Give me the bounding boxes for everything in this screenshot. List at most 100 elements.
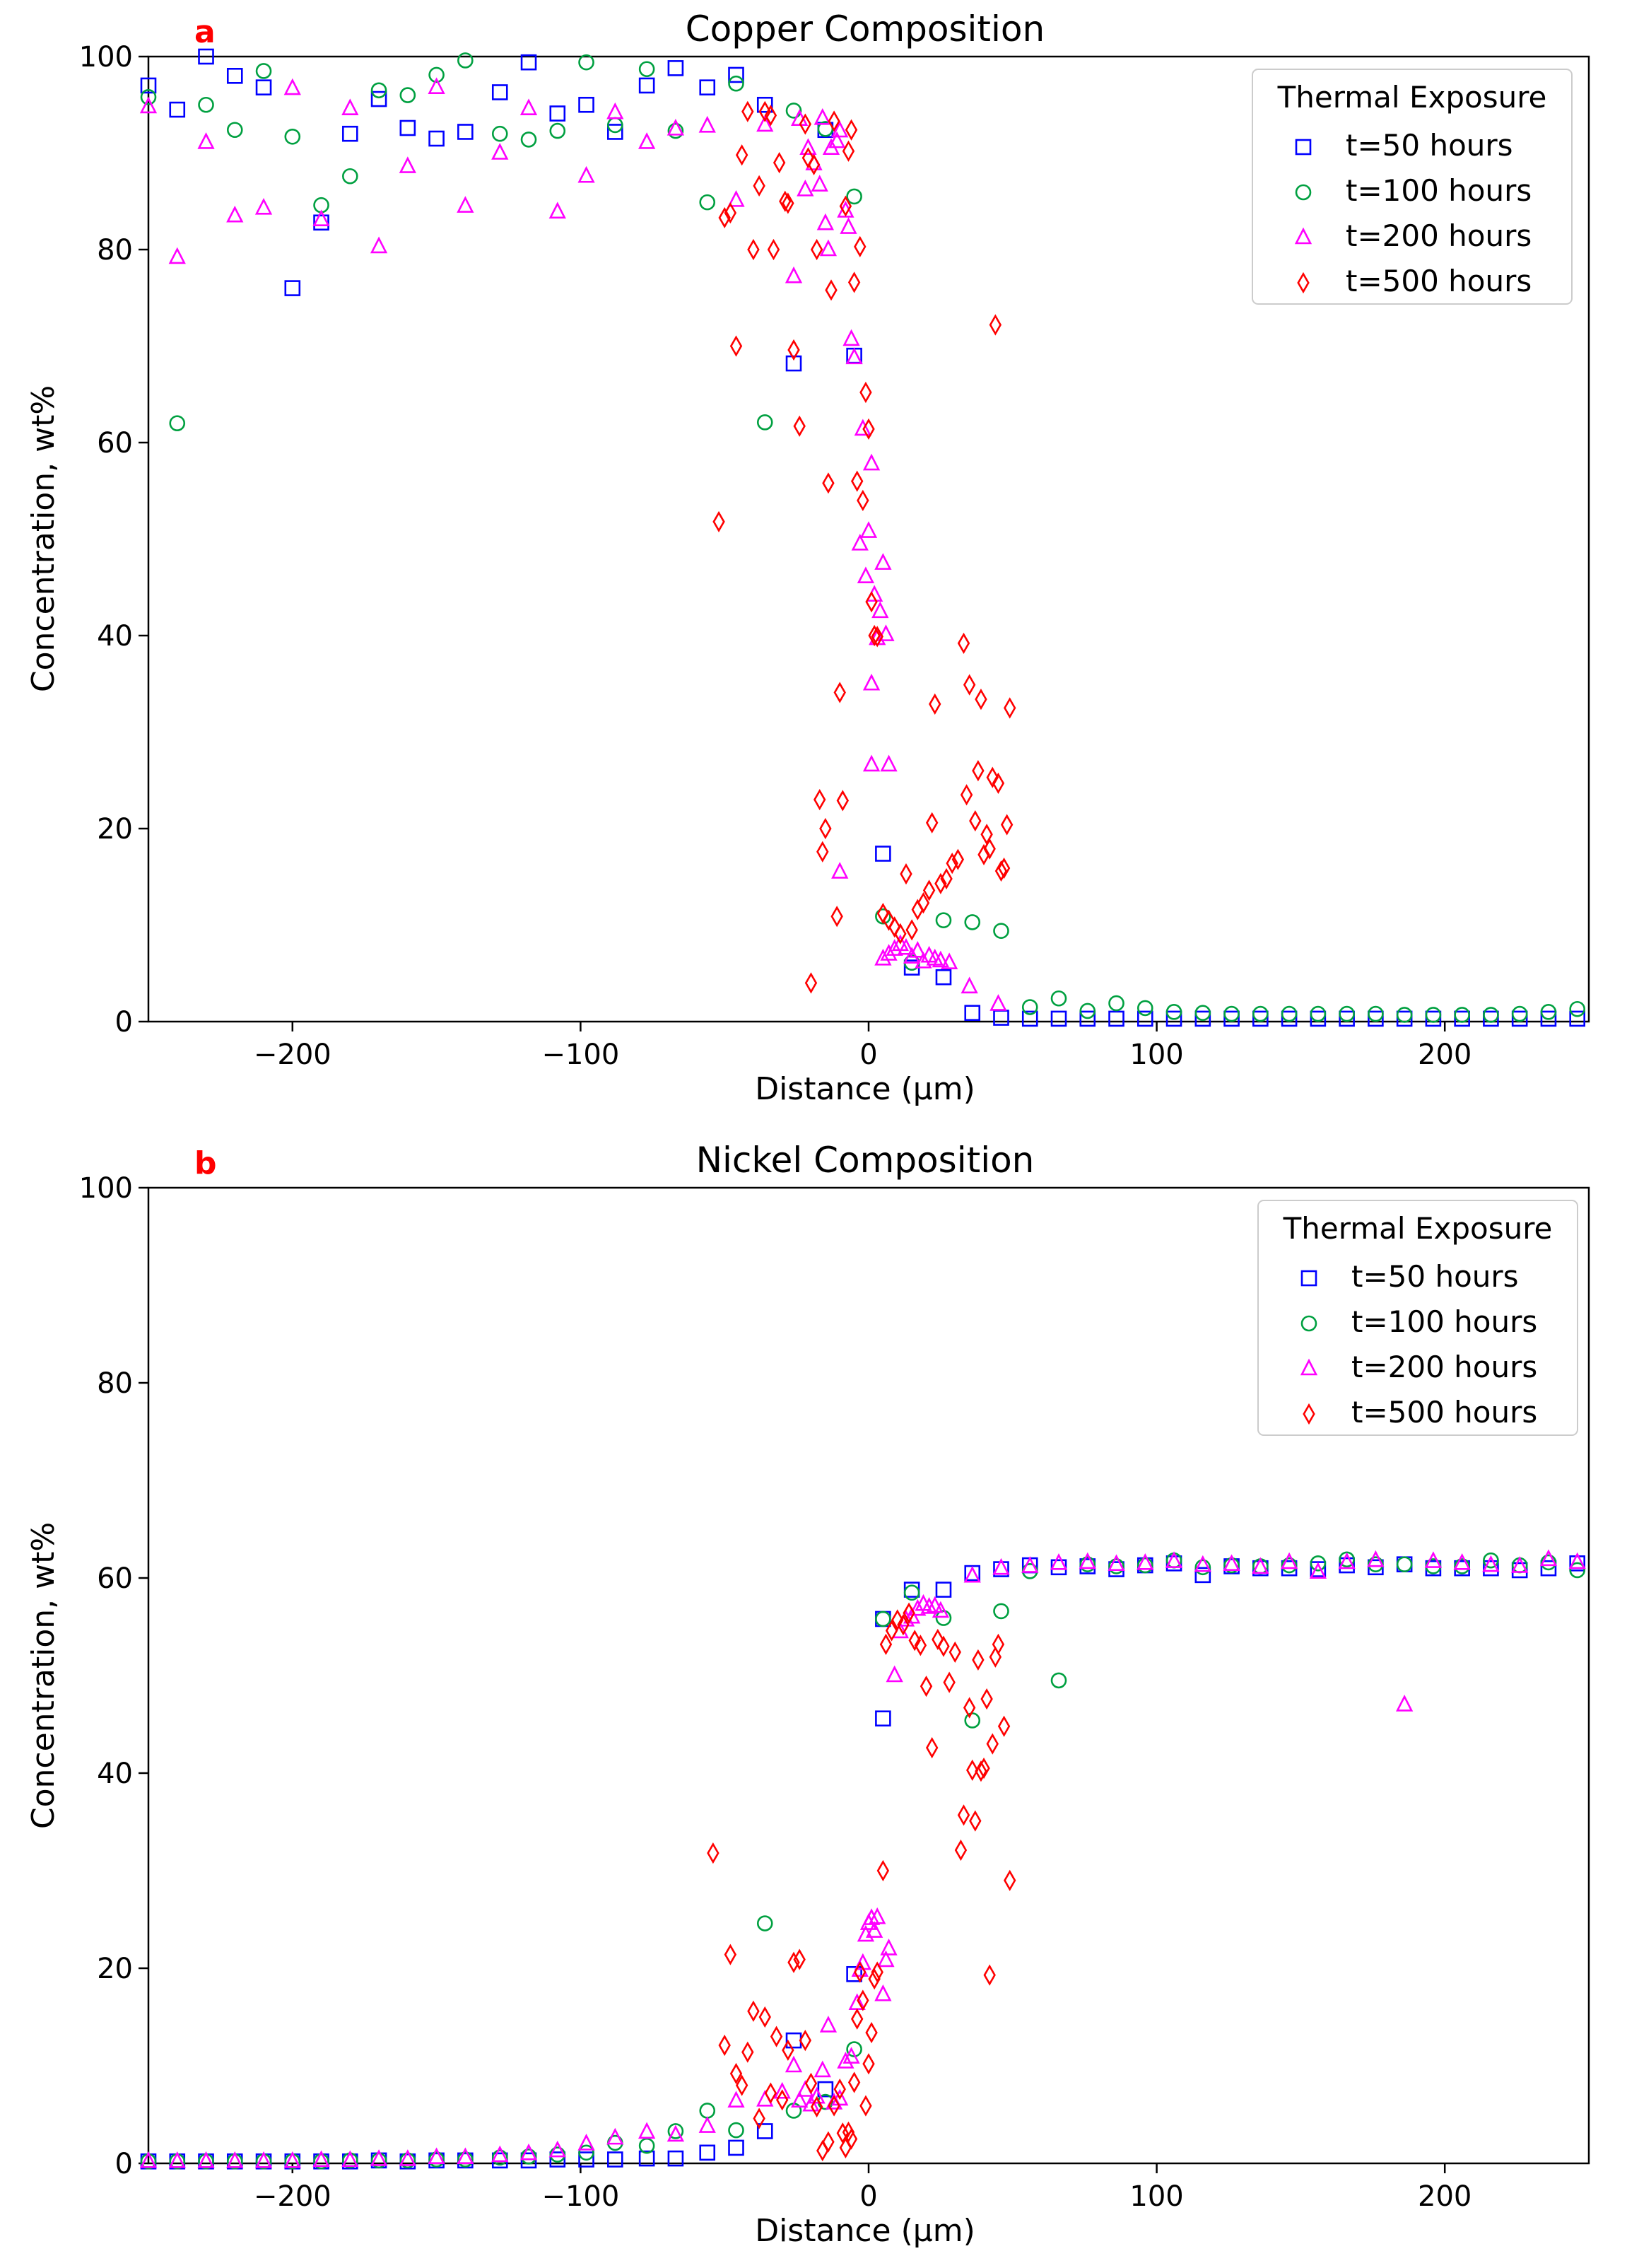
copper-data-point <box>862 754 881 772</box>
copper-data-point <box>787 339 800 361</box>
copper-data-point <box>1396 1010 1413 1027</box>
copper-data-point <box>900 863 912 885</box>
copper-data-point <box>1165 1010 1182 1027</box>
copper-data-point <box>905 919 918 941</box>
copper-data-point <box>845 347 863 365</box>
copper-data-point <box>1540 1004 1557 1020</box>
copper-x-tick-label: 200 <box>1418 1039 1472 1071</box>
nickel-data-point <box>577 2134 595 2151</box>
copper-data-point <box>830 906 843 928</box>
copper-data-point <box>1483 1007 1499 1023</box>
nickel-data-point <box>428 2147 445 2165</box>
copper-data-point <box>1004 697 1016 719</box>
copper-data-point <box>859 381 872 404</box>
copper-data-point <box>880 944 898 961</box>
nickel-data-point <box>891 1609 904 1631</box>
copper-data-point <box>831 120 849 138</box>
copper-data-point <box>934 872 947 894</box>
nickel-data-point <box>1511 1556 1529 1573</box>
nickel-data-point <box>1539 1549 1558 1567</box>
nickel-data-point <box>862 1908 881 1925</box>
nickel-data-point <box>880 1939 898 1956</box>
copper-data-point <box>822 472 835 494</box>
nickel-x-tick-label: 0 <box>859 2180 877 2213</box>
nickel-data-point <box>920 1597 938 1614</box>
nickel-data-point <box>638 2137 655 2154</box>
nickel-data-point <box>785 2055 803 2073</box>
copper-y-tick-label: 40 <box>97 620 133 653</box>
copper-series-diamond <box>712 100 1016 994</box>
nickel-data-point <box>787 1951 800 1973</box>
copper-data-point <box>854 235 867 258</box>
copper-data-point <box>922 879 936 901</box>
nickel-data-point <box>728 2139 744 2156</box>
nickel-data-point <box>1223 1557 1240 1574</box>
nickel-data-point <box>925 1737 939 1759</box>
copper-data-point <box>846 188 862 205</box>
copper-data-point <box>428 77 445 94</box>
copper-data-point <box>871 601 889 619</box>
nickel-data-point <box>817 2081 834 2098</box>
nickel-y-axis-label: Concentration, wt% <box>25 1522 61 1829</box>
copper-data-point <box>638 132 656 149</box>
copper-data-point <box>1079 1010 1096 1027</box>
copper-data-point <box>1511 1005 1528 1022</box>
copper-data-point <box>925 812 939 834</box>
nickel-data-point <box>1540 1560 1557 1577</box>
nickel-x-tick-label: −100 <box>541 2180 619 2213</box>
nickel-data-point <box>776 2089 789 2111</box>
copper-legend-marker-diamond <box>1297 271 1310 294</box>
copper-data-point <box>850 470 864 492</box>
nickel-data-point <box>1136 1557 1153 1574</box>
copper-data-point <box>963 674 976 696</box>
nickel-data-point <box>283 2151 301 2168</box>
nickel-data-point <box>1136 1553 1154 1570</box>
copper-data-point <box>548 201 566 219</box>
copper-data-point <box>255 79 272 95</box>
nickel-data-point <box>699 2144 716 2161</box>
nickel-data-point <box>667 2150 684 2167</box>
copper-data-point <box>842 329 860 346</box>
nickel-data-point <box>814 2060 831 2078</box>
copper-data-point <box>764 105 777 127</box>
copper-data-point <box>254 197 273 215</box>
copper-data-point <box>874 948 892 966</box>
copper-data-point <box>370 236 388 254</box>
copper-data-point <box>169 101 186 118</box>
copper-data-point <box>997 857 1011 879</box>
copper-data-point <box>935 912 952 928</box>
nickel-data-point <box>1569 1555 1585 1572</box>
nickel-data-point <box>846 1965 862 1982</box>
nickel-data-point <box>875 1611 891 1627</box>
nickel-data-point <box>312 2150 330 2168</box>
nickel-data-point <box>1079 1552 1096 1570</box>
nickel-data-point <box>886 1665 903 1683</box>
copper-data-point <box>831 862 849 879</box>
nickel-data-point <box>1004 1869 1016 1891</box>
nickel-data-point <box>1281 1557 1298 1574</box>
copper-data-point <box>741 100 754 122</box>
nickel-chart-title: Nickel Composition <box>696 1140 1035 1181</box>
copper-data-point <box>520 54 537 71</box>
copper-data-point <box>140 77 157 94</box>
copper-data-point <box>370 90 387 107</box>
copper-data-point <box>758 100 771 122</box>
copper-data-point <box>457 52 474 69</box>
copper-data-point <box>457 196 474 213</box>
nickel-data-point <box>1309 1562 1327 1579</box>
copper-data-point <box>1396 1007 1413 1023</box>
nickel-data-point <box>729 2062 743 2085</box>
nickel-data-point <box>972 1649 985 1671</box>
copper-data-point <box>1569 1010 1585 1027</box>
copper-data-point <box>140 89 157 105</box>
copper-data-point <box>859 521 878 538</box>
copper-data-point <box>226 68 243 84</box>
copper-data-point <box>851 533 869 551</box>
copper-legend-entry: t=100 hours <box>1346 173 1532 208</box>
copper-data-point <box>699 79 716 95</box>
copper-panel: a Copper Composition −200 −100 0 100 200 0 20… <box>25 8 1590 1107</box>
copper-data-point <box>994 860 1008 882</box>
nickel-data-point <box>139 2151 158 2168</box>
nickel-x-tick-label: −200 <box>254 2180 331 2213</box>
copper-data-point <box>874 553 892 570</box>
